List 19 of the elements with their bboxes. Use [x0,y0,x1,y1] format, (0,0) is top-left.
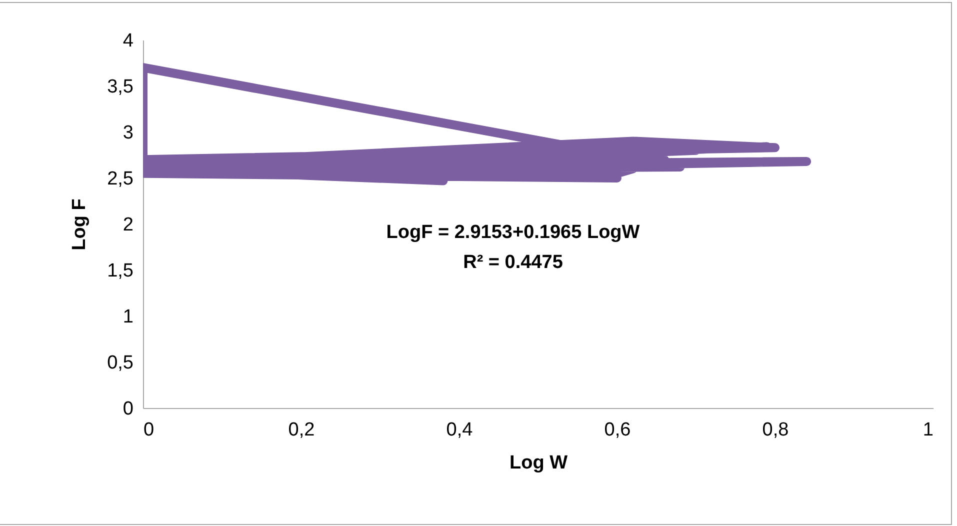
annotation: LogF = 2.9153+0.1965 LogW [386,222,640,243]
x-tick-label: 0,6 [604,420,631,440]
y-tick-label: 0,5 [107,352,134,374]
x-tick-label: 0 [144,420,154,440]
y-tick-label: 1 [122,306,134,328]
y-tick-label: 2,5 [107,168,134,190]
annotation: R² = 0.4475 [463,252,564,273]
x-axis-title: Log W [509,452,568,474]
x-tick-label: 0,2 [288,420,315,440]
x-tick-label: 0,8 [762,420,789,440]
x-tick-label: 0,4 [446,420,474,440]
x-tick-label: 1 [922,420,934,440]
y-tick-label: 3 [122,122,134,144]
y-tick-label: 2 [122,214,134,236]
y-tick-label: 3,5 [107,76,134,98]
y-tick-label: 4 [122,30,134,52]
y-tick-label: 1,5 [107,260,134,282]
y-axis-title: Log F [69,198,90,250]
y-tick-label: 0 [122,398,134,420]
